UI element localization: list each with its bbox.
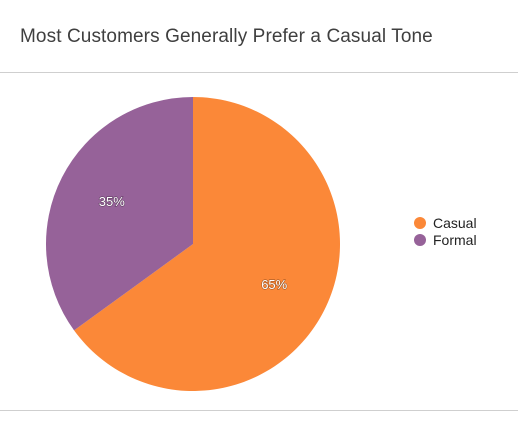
- slice-label-casual: 65%: [261, 277, 287, 292]
- bottom-divider: [0, 410, 518, 411]
- legend-label-casual: Casual: [433, 214, 477, 231]
- chart-title: Most Customers Generally Prefer a Casual…: [20, 26, 433, 47]
- pie-slice-formal: [46, 97, 193, 331]
- legend-swatch-casual: [414, 216, 426, 229]
- legend-item-formal: Formal: [414, 231, 477, 248]
- legend-swatch-formal: [414, 233, 426, 246]
- legend-label-formal: Formal: [433, 231, 477, 248]
- pie-slice-casual: [74, 97, 341, 392]
- chart-legend: Casual Formal: [414, 214, 477, 248]
- top-divider: [0, 72, 518, 73]
- slice-label-formal: 35%: [99, 194, 125, 209]
- legend-item-casual: Casual: [414, 214, 477, 231]
